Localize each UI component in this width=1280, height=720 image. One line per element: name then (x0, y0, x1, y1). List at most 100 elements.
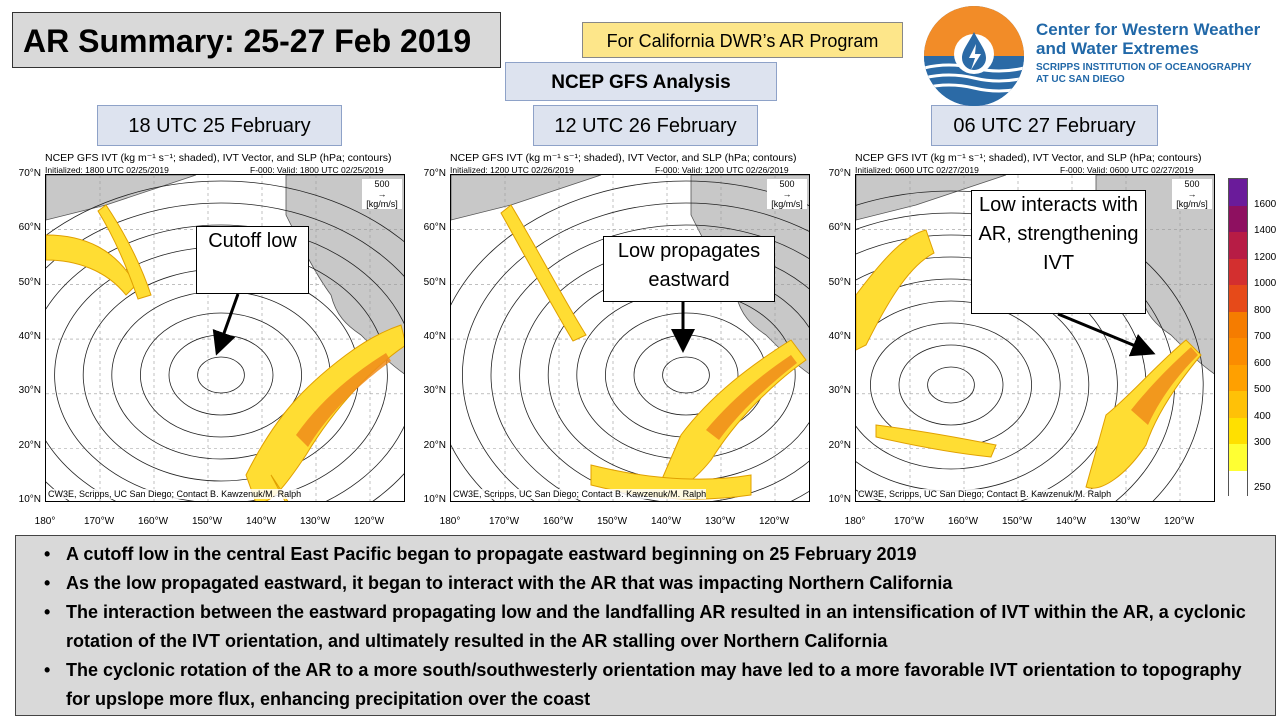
lat-label: 50°N (828, 276, 851, 288)
map-valid-text: F-000: Valid: 1800 UTC 02/25/2019 (250, 165, 384, 175)
lon-label: 180° (844, 516, 866, 527)
colorbar-label: 1600 (1254, 198, 1277, 210)
bullet-item: The interaction between the eastward pro… (44, 598, 1265, 656)
logo-sub-line2: AT UC SAN DIEGO (1036, 74, 1125, 85)
slp-contour (46, 202, 404, 501)
lat-label: 30°N (828, 385, 851, 397)
lon-label: 140°W (1055, 516, 1087, 527)
lat-label: 10°N (828, 493, 851, 505)
lon-label: 150°W (1001, 516, 1033, 527)
slp-contour (490, 224, 809, 501)
water-drop-icon (924, 6, 1024, 106)
colorbar-label: 300 (1254, 437, 1271, 448)
lat-label: 40°N (828, 330, 851, 342)
callout-low-propagates: Low propagates eastward (603, 236, 775, 302)
ivt-colorbar (1228, 178, 1248, 497)
colorbar-label: 250 (1254, 481, 1271, 493)
ref-vector-unit: [kg/m/s] (771, 199, 803, 209)
colorbar-label: 400 (1254, 410, 1271, 422)
slp-contour (856, 300, 1061, 470)
colorbar-label: 700 (1254, 331, 1271, 342)
colorbar-segment (1229, 285, 1247, 312)
lat-label: 60°N (18, 222, 41, 234)
colorbar-segment (1229, 179, 1247, 206)
colorbar-label: 800 (1254, 304, 1271, 316)
lon-label: 140°W (245, 516, 277, 527)
ivt-core (706, 355, 797, 440)
lat-label: 20°N (828, 439, 851, 451)
lat-label: 50°N (18, 276, 41, 288)
slp-contour (197, 356, 245, 394)
slp-contour (662, 356, 710, 394)
colorbar-label: 500 (1254, 384, 1271, 395)
map-panel-2: NCEP GFS IVT (kg m⁻¹ s⁻¹; shaded), IVT V… (450, 150, 845, 535)
lat-label: 60°N (423, 222, 446, 234)
slp-contour (451, 180, 809, 501)
lat-label: 10°N (18, 493, 41, 505)
ref-vector-value: 500 (374, 179, 390, 189)
lat-label: 70°N (18, 168, 41, 179)
map-title: NCEP GFS IVT (kg m⁻¹ s⁻¹; shaded), IVT V… (855, 152, 1202, 164)
logo-name-line2: and Water Extremes (1036, 39, 1199, 58)
lat-label: 40°N (423, 330, 446, 342)
bullet-item: As the low propagated eastward, it began… (44, 569, 1265, 598)
colorbar-segment (1229, 444, 1247, 471)
colorbar-segment (1229, 391, 1247, 418)
ivt-shading (875, 424, 997, 458)
map-title: NCEP GFS IVT (kg m⁻¹ s⁻¹; shaded), IVT V… (45, 152, 392, 164)
colorbar-segment (1229, 417, 1247, 444)
lon-label: 140°W (650, 516, 682, 527)
bullet-item: A cutoff low in the central East Pacific… (44, 540, 1265, 569)
ivt-core (296, 353, 391, 447)
callout-cutoff-low: Cutoff low (196, 226, 309, 294)
ivt-map-plot: 500 → [kg/m/s] CW3E, Scripps, UC San Diego;… (450, 174, 810, 502)
lat-label: 30°N (18, 385, 41, 397)
lon-label: 170°W (893, 516, 925, 527)
map-initialized-text: Initialized: 0600 UTC 02/27/2019 (855, 165, 979, 175)
map-valid-text: F-000: Valid: 0600 UTC 02/27/2019 (1060, 165, 1194, 175)
colorbar-label: 1400 (1254, 225, 1277, 236)
lon-label: 160°W (137, 516, 169, 527)
slp-contour (168, 334, 274, 416)
lat-label: 20°N (18, 439, 41, 451)
ref-vector-unit: [kg/m/s] (1176, 199, 1208, 209)
colorbar-segment (1229, 311, 1247, 338)
summary-bullets: A cutoff low in the central East Pacific… (15, 535, 1276, 716)
lon-label: 120°W (1163, 516, 1195, 527)
slp-contour (140, 312, 302, 438)
alaska-land (451, 175, 602, 221)
slp-contour (46, 224, 404, 501)
ref-vector-value: 500 (779, 179, 795, 189)
lat-label: 70°N (828, 168, 851, 179)
lon-label: 180° (34, 516, 56, 527)
analysis-label: NCEP GFS Analysis (505, 62, 777, 101)
lon-label: 170°W (83, 516, 115, 527)
panel-title-3: 06 UTC 27 February (931, 105, 1158, 146)
colorbar-label: 600 (1254, 357, 1271, 369)
map-credit: CW3E, Scripps, UC San Diego; Contact B. … (453, 489, 707, 499)
panel-title-1: 18 UTC 25 February (97, 105, 342, 146)
ref-vector-value: 500 (1184, 179, 1200, 189)
colorbar-segment (1229, 364, 1247, 391)
ivt-core (1131, 347, 1198, 425)
ivt-shading (46, 234, 137, 296)
colorbar-label: 1200 (1254, 251, 1277, 263)
lon-label: 150°W (596, 516, 628, 527)
colorbar-segment (1229, 338, 1247, 365)
colorbar-segment (1229, 205, 1247, 232)
map-title: NCEP GFS IVT (kg m⁻¹ s⁻¹; shaded), IVT V… (450, 152, 797, 164)
slp-contour (927, 366, 975, 404)
reference-vector: 500 → [kg/m/s] (1172, 179, 1212, 209)
lon-label: 130°W (1109, 516, 1141, 527)
alaska-land (856, 175, 1007, 221)
slp-contour (856, 256, 1118, 501)
panel-title-2: 12 UTC 26 February (533, 105, 758, 146)
dwr-program-note: For California DWR’s AR Program (582, 22, 903, 58)
bullet-item: The cyclonic rotation of the AR to a mor… (44, 656, 1265, 714)
colorbar-segment (1229, 470, 1247, 497)
slp-contour (898, 344, 1004, 426)
ivt-shading (856, 229, 935, 351)
map-initialized-text: Initialized: 1800 UTC 02/25/2019 (45, 165, 169, 175)
lat-label: 40°N (18, 330, 41, 342)
map-credit: CW3E, Scripps, UC San Diego; Contact B. … (48, 489, 302, 499)
